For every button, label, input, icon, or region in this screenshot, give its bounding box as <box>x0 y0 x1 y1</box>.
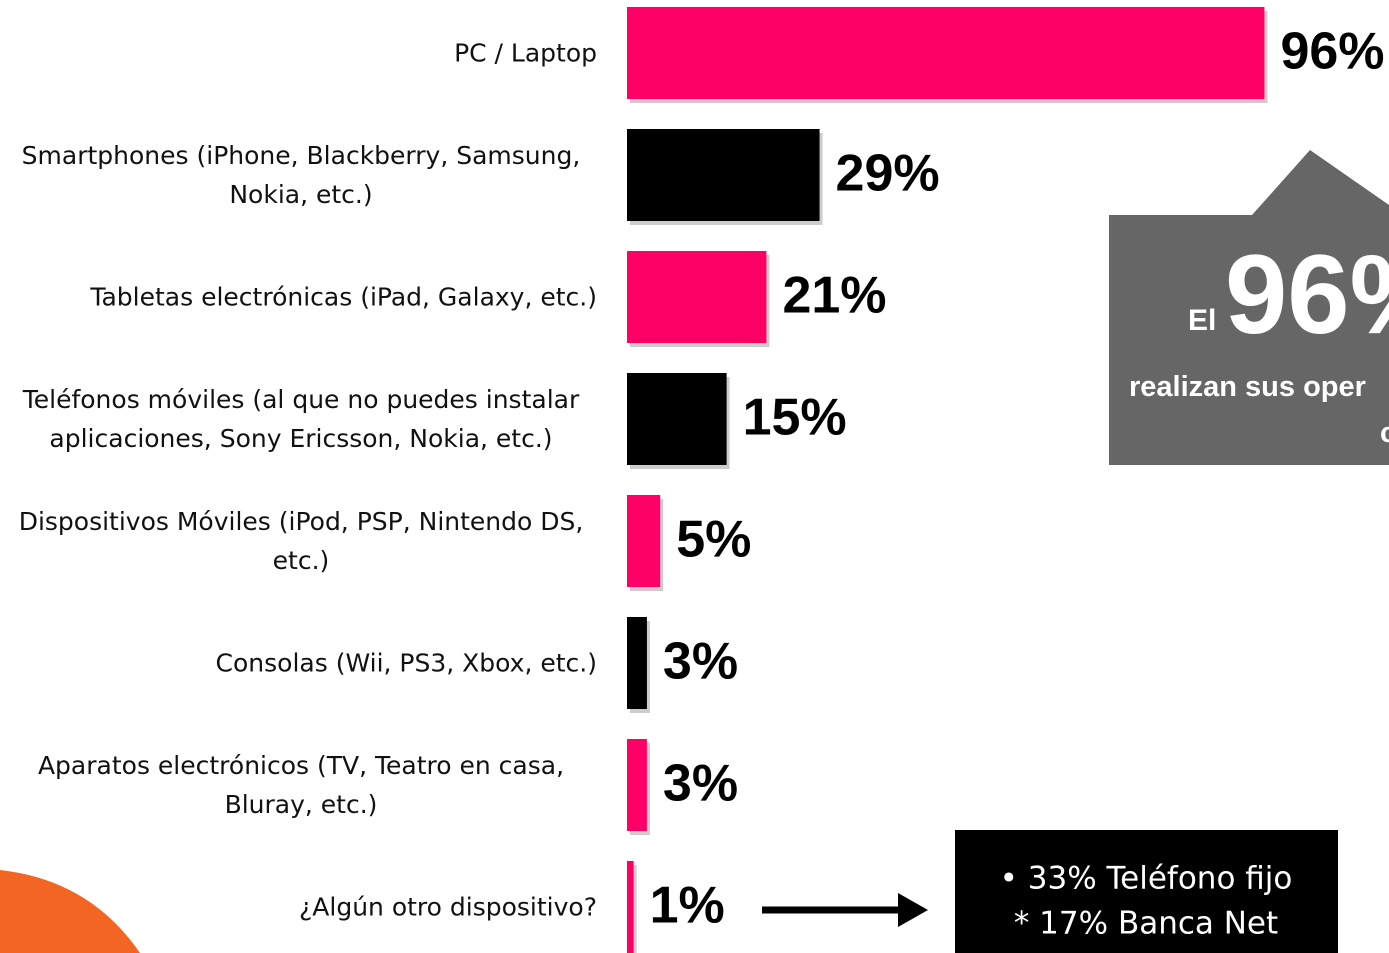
value-label: 29% <box>836 145 940 203</box>
callout-line: realizan sus oper <box>1129 371 1366 403</box>
bar <box>627 251 767 343</box>
bar <box>627 617 647 709</box>
value-label: 3% <box>663 755 738 813</box>
note-box <box>955 830 1338 953</box>
bar <box>627 739 647 831</box>
value-label: 3% <box>663 633 738 691</box>
callout-box <box>1109 150 1389 465</box>
category-label: ¿Algún otro dispositivo? <box>299 892 597 922</box>
bar <box>627 861 634 953</box>
bar <box>627 7 1265 99</box>
bar <box>627 495 661 587</box>
note-line: * 17% Banca Net <box>1014 906 1278 942</box>
category-label: Consolas (Wii, PS3, Xbox, etc.) <box>215 648 597 678</box>
bar <box>627 129 820 221</box>
value-label: 1% <box>650 877 725 935</box>
note-line: • 33% Teléfono fijo <box>1000 861 1293 897</box>
arrow-head <box>898 893 928 927</box>
category-label: PC / Laptop <box>454 38 597 68</box>
category-label: Aparatos electrónicos (TV, Teatro en cas… <box>37 751 565 819</box>
category-label: Smartphones (iPhone, Blackberry, Samsung… <box>21 141 581 209</box>
category-label: Tabletas electrónicas (iPad, Galaxy, etc… <box>90 282 597 312</box>
callout-prefix: El <box>1188 304 1216 337</box>
value-label: 15% <box>743 389 847 447</box>
value-label: 96% <box>1280 23 1384 81</box>
value-label: 5% <box>676 511 751 569</box>
value-label: 21% <box>782 267 886 325</box>
bar <box>627 373 727 465</box>
category-label: Dispositivos Móviles (iPod, PSP, Nintend… <box>18 507 584 575</box>
callout-highlight: 96% <box>1225 232 1389 357</box>
category-label: Teléfonos móviles (al que no puedes inst… <box>22 385 580 453</box>
decor-shape <box>0 870 140 953</box>
callout-line: c <box>1380 417 1389 449</box>
